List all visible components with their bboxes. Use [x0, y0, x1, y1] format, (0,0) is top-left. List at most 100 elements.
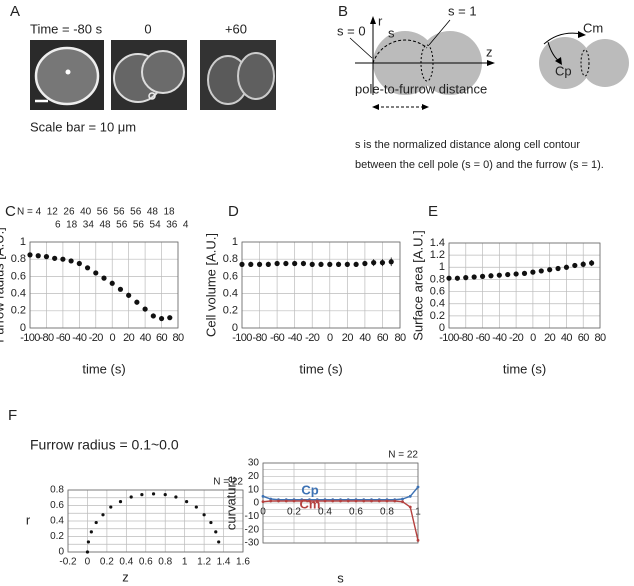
- y-tick-label: 1: [20, 236, 26, 248]
- x-tick-label: -100: [439, 332, 459, 344]
- y-axis-label: r: [26, 512, 31, 527]
- x-tick-label: 0.6: [139, 557, 153, 568]
- x-tick-label: 0.2: [287, 507, 301, 518]
- data-point: [85, 550, 90, 554]
- x-tick-label: -40: [492, 332, 507, 344]
- data-point: [140, 493, 144, 497]
- diagram-label: s = 0: [337, 23, 366, 38]
- x-tick-label: 0: [327, 332, 333, 344]
- data-point: [346, 499, 350, 503]
- data-point: [555, 265, 561, 272]
- x-tick-label: 40: [359, 332, 371, 344]
- data-point: [27, 252, 33, 258]
- x-tick-label: 80: [172, 332, 184, 344]
- x-tick-label: 1.2: [197, 557, 211, 568]
- caption: between the cell pole (s = 0) and the fu…: [355, 159, 604, 171]
- panel-label: E: [428, 203, 438, 220]
- data-point: [589, 260, 595, 266]
- data-point: [371, 260, 377, 266]
- data-point: [68, 258, 74, 264]
- x-tick-label: 80: [594, 332, 606, 344]
- micrograph: [30, 40, 104, 110]
- data-point: [353, 261, 359, 267]
- x-tick-label: -100: [20, 332, 40, 344]
- x-tick-label: 1.4: [217, 557, 231, 568]
- panel-title: Furrow radius = 0.1~0.0: [30, 437, 179, 453]
- data-point: [308, 499, 311, 503]
- data-point: [315, 499, 319, 503]
- plot-frame: [29, 241, 179, 329]
- data-point: [408, 494, 412, 498]
- data-point: [471, 274, 477, 280]
- data-point: [388, 259, 394, 265]
- data-point: [117, 286, 124, 292]
- y-tick-label: 0.2: [11, 305, 26, 317]
- y-tick-label: 0: [20, 322, 26, 334]
- data-point: [521, 270, 528, 276]
- data-point: [93, 270, 99, 276]
- x-tick-label: 0: [109, 332, 115, 344]
- curvature-diagram: [539, 31, 629, 89]
- x-axis-label: time (s): [299, 361, 342, 376]
- panel-label: A: [10, 3, 20, 20]
- y-tick-label: 0.6: [223, 270, 238, 282]
- y-tick-label: 10: [248, 484, 260, 495]
- y-axis-label: Furrow radius [A.U.]: [0, 227, 6, 343]
- sample-size: N = 22: [388, 450, 418, 461]
- x-tick-label: -80: [253, 332, 268, 344]
- data-point: [209, 520, 213, 525]
- y-tick-label: 0.4: [430, 298, 445, 310]
- y-tick-label: -10: [245, 511, 260, 522]
- data-point: [362, 499, 366, 503]
- data-point: [269, 497, 273, 501]
- x-tick-label: -20: [305, 332, 320, 344]
- panel-label: D: [228, 203, 239, 220]
- y-tick-label: 0.2: [430, 310, 445, 322]
- data-point: [89, 530, 93, 534]
- x-tick-label: -60: [476, 332, 491, 344]
- y-tick-label: 0: [232, 322, 238, 334]
- diagram-label: s = 1: [448, 3, 477, 18]
- micrograph: [111, 40, 187, 110]
- diagram-label: Cp: [555, 63, 572, 78]
- data-point: [530, 269, 536, 275]
- x-tick-label: 0: [530, 332, 536, 344]
- x-tick-label: 0.4: [119, 557, 133, 568]
- y-tick-label: 0: [253, 498, 259, 509]
- caption: s is the normalized distance along cell …: [355, 139, 580, 151]
- diagram-label: s: [388, 25, 395, 40]
- data-point: [167, 315, 173, 321]
- axis-label: r: [378, 13, 383, 28]
- data-point: [393, 499, 397, 503]
- x-tick-label: -80: [459, 332, 474, 344]
- x-tick-label: 20: [544, 332, 556, 344]
- series-line: [262, 486, 419, 501]
- legend-label: Cm: [300, 496, 321, 511]
- data-point: [446, 275, 452, 281]
- data-point: [563, 264, 570, 270]
- scale-bar-label: Scale bar = 10 μm: [30, 119, 136, 134]
- data-point: [309, 261, 315, 267]
- plot-frame: [67, 489, 244, 553]
- y-tick-label: 0.8: [223, 253, 238, 265]
- panel-label: C: [5, 203, 16, 220]
- x-tick-label: -40: [288, 332, 303, 344]
- data-point: [35, 253, 41, 259]
- y-tick-label: 0: [58, 547, 64, 558]
- data-point: [292, 499, 296, 503]
- x-tick-label: 60: [377, 332, 389, 344]
- x-tick-label: 80: [394, 332, 406, 344]
- time-label: Time = -80 s: [30, 21, 103, 36]
- x-axis-label: s: [337, 570, 344, 585]
- x-tick-label: 60: [578, 332, 590, 344]
- x-tick-label: 0.8: [380, 507, 394, 518]
- data-point: [86, 540, 91, 544]
- data-point: [109, 280, 115, 286]
- data-point: [344, 261, 350, 267]
- diagram-label: pole-to-furrow distance: [355, 81, 487, 96]
- y-tick-label: 0.2: [223, 305, 238, 317]
- x-tick-label: -80: [39, 332, 54, 344]
- data-point: [76, 260, 82, 267]
- x-tick-label: 40: [561, 332, 573, 344]
